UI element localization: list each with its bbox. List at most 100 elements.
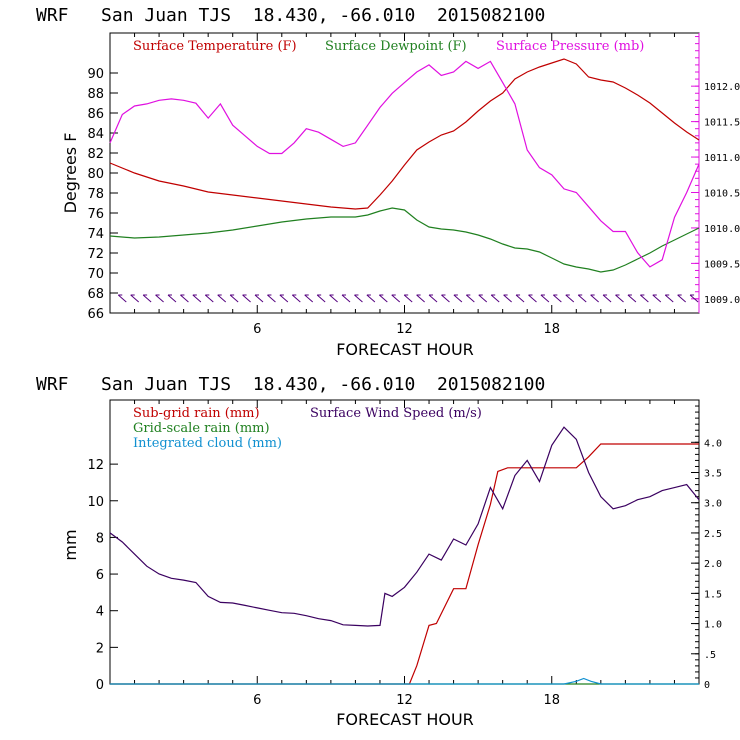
y-tick-label: 2 [96, 641, 104, 656]
wind-barb [453, 294, 463, 303]
y-tick-label: 8 [96, 531, 104, 546]
wind-barb [204, 294, 214, 303]
wind-barb [192, 294, 202, 303]
wind-barb [304, 294, 314, 303]
x-tick-label: 12 [396, 693, 413, 708]
y-tick-label: 70 [87, 267, 104, 282]
wind-barb [254, 294, 264, 303]
y-tick-label: 10 [87, 495, 104, 510]
x-axis-label: FORECAST HOUR [336, 710, 474, 729]
series-line-2 [109, 60, 700, 268]
wind-barb [403, 294, 413, 303]
wind-barb [316, 294, 326, 303]
wind-barb [167, 294, 177, 303]
series-line-0 [109, 58, 700, 210]
x-tick-label: 18 [543, 322, 560, 337]
wind-barb [627, 294, 637, 303]
wind-barb [677, 294, 686, 303]
legend-sub-grid-rain: Sub-grid rain (mm) [133, 406, 260, 421]
wind-barb [577, 294, 587, 303]
wind-barb [615, 294, 624, 303]
right-tick-label: 3.5 [704, 469, 722, 480]
right-tick-label: 1012.0 [704, 82, 740, 93]
wind-barb [664, 294, 674, 303]
wind-barb [329, 294, 338, 303]
right-tick-label: 1011.0 [704, 153, 740, 164]
wind-barb [602, 294, 612, 303]
wind-barb [117, 294, 127, 303]
wind-barb [217, 294, 227, 303]
wind-barb [142, 294, 152, 303]
wind-barb [528, 294, 537, 303]
y-axis-label: mm [61, 529, 80, 560]
wind-barb [341, 294, 351, 303]
wind-barb [553, 294, 562, 303]
x-tick-label: 6 [253, 322, 261, 337]
y-tick-label: 66 [87, 307, 104, 322]
x-axis-label: FORECAST HOUR [336, 340, 474, 359]
y-tick-label: 12 [87, 458, 104, 473]
wind-barb [267, 294, 276, 303]
y-tick-label: 68 [87, 287, 104, 302]
legend-surface-temperature: Surface Temperature (F) [133, 39, 297, 54]
right-tick-label: 1009.0 [704, 295, 740, 306]
wind-barb [354, 294, 363, 303]
wind-barb [652, 294, 662, 303]
legend-surface-pressure: Surface Pressure (mb) [496, 39, 644, 54]
wind-barb [180, 294, 189, 303]
y-tick-label: 88 [87, 87, 104, 102]
right-tick-label: 4.0 [704, 438, 722, 449]
wind-barb [689, 294, 699, 303]
chart-title: WRF San Juan TJS 18.430, -66.010 2015082… [36, 374, 545, 395]
y-tick-label: 82 [87, 147, 104, 162]
legend-integrated-cloud: Integrated cloud (mm) [133, 436, 282, 451]
wind-barb [130, 294, 140, 303]
right-tick-label: .5 [704, 650, 716, 661]
wind-barb [155, 294, 164, 303]
wind-barb [366, 294, 376, 303]
y-tick-label: 78 [87, 187, 104, 202]
wind-barb [416, 294, 425, 303]
series-line-0 [110, 443, 699, 685]
y-tick-label: 72 [87, 247, 104, 262]
x-tick-label: 18 [543, 693, 560, 708]
wind-barb [565, 294, 575, 303]
chart-rain-wind: WRF San Juan TJS 18.430, -66.010 2015082… [36, 374, 722, 729]
wind-barb [279, 294, 289, 303]
wind-barb [441, 294, 450, 303]
wind-barb [540, 294, 550, 303]
right-tick-label: 2.0 [704, 559, 722, 570]
y-tick-label: 90 [87, 67, 104, 82]
wind-barb [229, 294, 239, 303]
y-tick-label: 6 [96, 568, 104, 583]
wind-barb [590, 294, 599, 303]
right-tick-label: 1010.0 [704, 224, 740, 235]
legend-surface-dewpoint: Surface Dewpoint (F) [325, 39, 467, 54]
y-tick-label: 4 [96, 605, 104, 620]
wind-barb [291, 294, 301, 303]
x-tick-label: 6 [253, 693, 261, 708]
wind-barb [466, 294, 475, 303]
right-tick-label: 1010.5 [704, 188, 740, 199]
wind-barb [503, 294, 512, 303]
legend-grid-scale-rain: Grid-scale rain (mm) [133, 421, 270, 436]
y-tick-label: 0 [96, 678, 104, 693]
right-tick-label: 1011.5 [704, 118, 740, 129]
right-tick-label: 3.0 [704, 499, 722, 510]
right-tick-label: 1009.5 [704, 259, 740, 270]
series-line-2 [110, 677, 699, 685]
wind-barb [242, 294, 251, 303]
x-tick-label: 12 [396, 322, 413, 337]
y-tick-label: 80 [87, 167, 104, 182]
wind-barb [428, 294, 438, 303]
wind-barb [378, 294, 388, 303]
chart-title: WRF San Juan TJS 18.430, -66.010 2015082… [36, 5, 545, 26]
right-tick-label: 2.5 [704, 529, 722, 540]
wind-barb [391, 294, 401, 303]
right-tick-label: 1.5 [704, 589, 722, 600]
y-tick-label: 76 [87, 207, 104, 222]
series-line-1 [109, 207, 700, 273]
wind-barb [515, 294, 525, 303]
y-tick-label: 74 [87, 227, 104, 242]
